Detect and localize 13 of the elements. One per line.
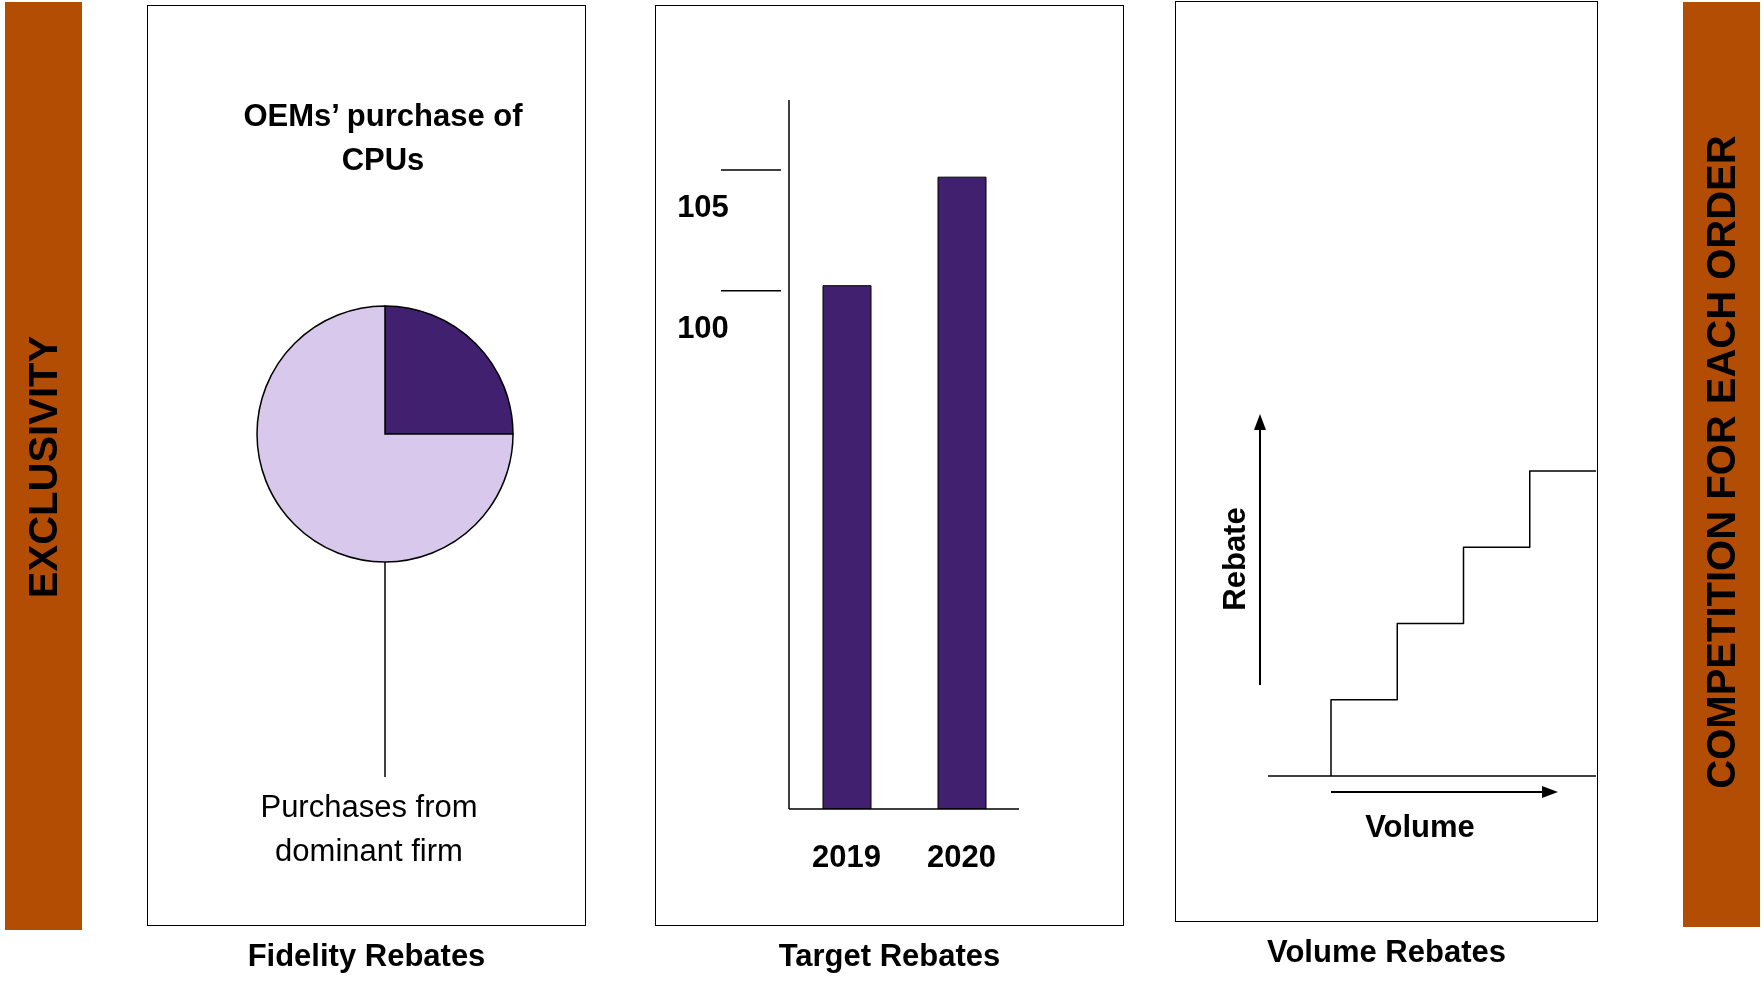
y-axis-title: Rebate <box>1217 507 1252 611</box>
x-axis-title: Target Rebates <box>777 938 1002 974</box>
slice-label: Purchases from dominant firm <box>260 789 478 868</box>
text: COMPETITION FOR EACH ORDER <box>1698 135 1744 789</box>
text: EXCLUSIVITY <box>20 335 66 599</box>
x-tick-label: 2020 <box>927 839 996 874</box>
x-axis-title: Volume <box>1365 809 1475 844</box>
x-tick-label: 2019 <box>812 839 881 874</box>
text: Volume Rebates <box>1266 934 1507 970</box>
chart-title: OEMs’ purchase of CPUs <box>242 97 524 179</box>
y-tick-label: 100 <box>677 309 729 345</box>
text: Fidelity Rebates <box>246 938 487 974</box>
y-tick-label: 105 <box>677 189 729 225</box>
